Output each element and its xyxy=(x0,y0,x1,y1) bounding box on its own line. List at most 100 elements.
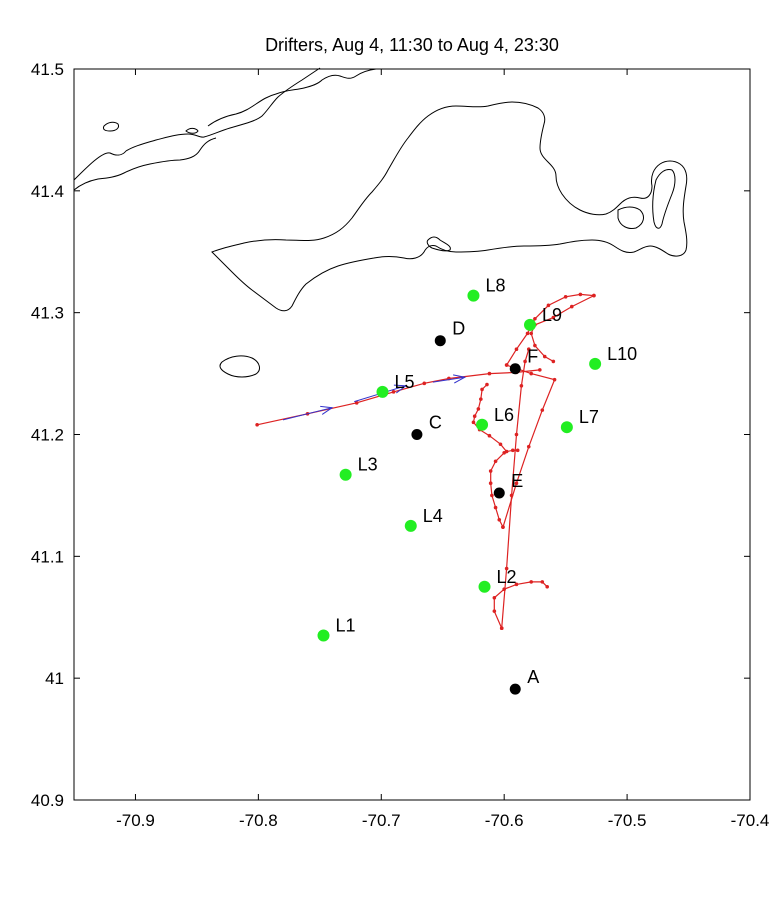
drifter-fix xyxy=(391,390,396,394)
y-tick-label: 41.5 xyxy=(31,60,64,79)
drifter-fix xyxy=(529,371,534,376)
x-axis-ticks: -70.9 -70.8 -70.7 -70.6 -70.5 -70.4 xyxy=(116,69,769,830)
drifter-fix xyxy=(472,414,477,419)
station-label-l3: L3 xyxy=(358,455,378,475)
drifter-fix xyxy=(502,450,506,455)
station-label-l1: L1 xyxy=(336,616,356,636)
mooring-stations: A C D E F xyxy=(411,319,539,695)
drifter-fix xyxy=(569,304,574,309)
drifter-fix xyxy=(525,331,530,336)
drifter-track xyxy=(506,293,594,366)
drifter-fix xyxy=(519,383,524,388)
mooring-marker-a xyxy=(509,683,521,695)
coastline-north-shore xyxy=(207,68,377,127)
y-tick-label: 41.3 xyxy=(31,304,64,323)
y-tick-label: 41.2 xyxy=(31,426,64,445)
drifter-fix xyxy=(510,448,515,453)
y-tick-label: 41 xyxy=(45,669,64,688)
drifter-stations: L1 L2 L3 L4 L5 L6 L7 L8 L9 L10 xyxy=(317,276,637,642)
drifter-fix xyxy=(542,354,547,359)
drifter-fix xyxy=(479,397,483,401)
coastline-islet-1 xyxy=(103,121,119,132)
drifter-fix xyxy=(533,316,537,321)
station-label-l10: L10 xyxy=(607,344,637,364)
drifter-fix xyxy=(488,481,493,486)
drifter-fix xyxy=(526,347,531,352)
drifter-fix xyxy=(476,407,481,411)
drifter-fix xyxy=(514,582,519,587)
drifter-track xyxy=(530,295,595,362)
drifter-fix xyxy=(501,525,505,529)
drifter-fix xyxy=(471,420,476,425)
station-label-l7: L7 xyxy=(579,407,599,427)
drifter-fix xyxy=(485,382,489,387)
station-marker-l8 xyxy=(467,289,480,302)
x-tick-label: -70.6 xyxy=(485,811,524,830)
mooring-label-a: A xyxy=(527,667,539,687)
y-tick-label: 40.9 xyxy=(31,791,64,810)
drifter-fix xyxy=(551,315,556,320)
drifter-fix xyxy=(529,580,534,584)
velocity-arrowhead xyxy=(320,405,334,415)
drifter-fix xyxy=(592,293,596,298)
drifter-fix xyxy=(514,432,519,437)
station-marker-l5 xyxy=(376,385,389,398)
station-marker-l3 xyxy=(339,468,352,481)
coastline-west-inner xyxy=(73,137,217,191)
drifter-fix xyxy=(504,363,509,367)
mooring-marker-d xyxy=(434,335,446,347)
drifter-fix xyxy=(422,381,427,386)
drifter-fix xyxy=(497,517,502,522)
drifter-fix xyxy=(540,408,545,412)
drifter-fix xyxy=(514,481,519,486)
drifter-fix xyxy=(255,422,259,427)
station-marker-l6 xyxy=(476,418,489,431)
coastline xyxy=(73,67,688,378)
drifter-fix xyxy=(545,584,549,589)
drifter-fix xyxy=(499,626,504,631)
drifter-fix xyxy=(514,347,519,352)
drifter-fix xyxy=(493,505,498,510)
y-tick-label: 41.4 xyxy=(31,182,64,201)
mooring-marker-c xyxy=(411,429,423,440)
drifter-fix xyxy=(480,387,484,392)
x-tick-label: -70.4 xyxy=(731,811,770,830)
velocity-arrowhead xyxy=(393,384,408,394)
drifter-fix xyxy=(540,580,545,584)
drifter-fix xyxy=(488,469,493,473)
station-label-l6: L6 xyxy=(494,405,514,425)
drifter-fix xyxy=(354,401,359,405)
y-tick-label: 41.1 xyxy=(31,547,64,566)
station-label-l8: L8 xyxy=(485,276,505,296)
velocity-vector xyxy=(432,376,465,383)
x-tick-label: -70.8 xyxy=(239,811,278,830)
coastline-islet-2 xyxy=(185,127,199,134)
x-tick-label: -70.5 xyxy=(608,811,647,830)
drifter-fix xyxy=(551,359,556,364)
x-tick-label: -70.9 xyxy=(116,811,155,830)
drifter-fix xyxy=(578,292,583,297)
drifter-fix xyxy=(492,595,497,600)
drifter-fix xyxy=(493,459,498,464)
martha-vineyard-inner xyxy=(426,236,451,252)
axes: -70.9 -70.8 -70.7 -70.6 -70.5 -70.4 40.9 41 41.… xyxy=(31,60,769,830)
station-label-l5: L5 xyxy=(395,372,415,392)
station-marker-l9 xyxy=(523,318,536,331)
drifter-fix xyxy=(546,303,551,308)
drifter-fix xyxy=(498,442,503,447)
drifter-tracks xyxy=(255,292,596,631)
chart-title: Drifters, Aug 4, 11:30 to Aug 4, 23:30 xyxy=(265,35,559,55)
mooring-label-e: E xyxy=(511,471,523,491)
coastline-west-shore xyxy=(73,67,321,181)
drifter-fix xyxy=(487,371,492,376)
cape-pogue xyxy=(652,169,676,229)
station-marker-l10 xyxy=(589,357,602,370)
mooring-label-c: C xyxy=(429,413,442,433)
drifter-fix xyxy=(490,493,494,498)
drifter-fix xyxy=(492,609,497,613)
drifter-fix xyxy=(529,331,534,336)
mooring-marker-e xyxy=(493,487,505,499)
drifter-fix xyxy=(515,448,520,453)
mooring-label-d: D xyxy=(452,319,465,339)
